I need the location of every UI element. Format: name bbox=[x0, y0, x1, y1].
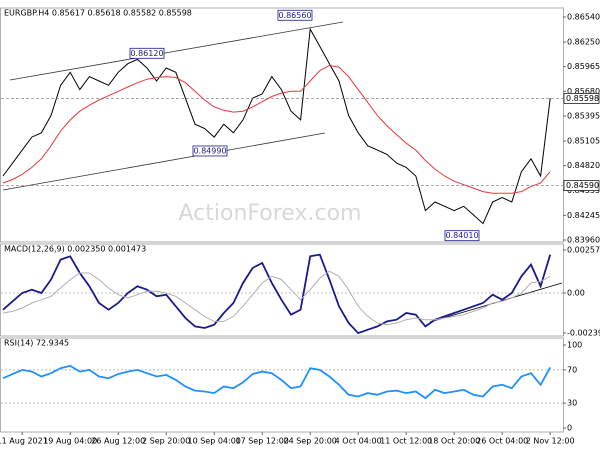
annotation-label: 0.86120 bbox=[130, 49, 163, 58]
y-tick-label: 0.85965 bbox=[567, 62, 600, 71]
y-tick-label: 0 bbox=[567, 424, 572, 433]
x-tick-label: 10 Sep 04:00 bbox=[187, 437, 240, 446]
y-tick-label: 0.86540 bbox=[567, 13, 600, 22]
x-tick-label: 4 Oct 04:00 bbox=[335, 437, 382, 446]
y-tick-label: 0.85680 bbox=[567, 87, 600, 96]
y-tick-label: 0.84820 bbox=[567, 161, 600, 170]
watermark: ActionForex.com bbox=[179, 201, 362, 226]
series-line bbox=[2, 253, 552, 335]
x-tick-label: 17 Sep 12:00 bbox=[235, 437, 288, 446]
x-tick-label: 2 Nov 12:00 bbox=[526, 437, 575, 446]
panel-frame bbox=[0, 7, 564, 243]
y-tick-label: 100 bbox=[567, 341, 582, 350]
y-tick-label: 0.85395 bbox=[567, 111, 600, 120]
price-label: 0.85598 bbox=[566, 94, 599, 103]
y-tick-label: 0.85105 bbox=[567, 137, 600, 146]
x-tick-label: 24 Sep 20:00 bbox=[283, 437, 336, 446]
y-tick-label: 0.84245 bbox=[567, 211, 600, 220]
x-tick-label: 26 Oct 04:00 bbox=[476, 437, 528, 446]
annotation-label: 0.84990 bbox=[193, 146, 226, 155]
channel-upper bbox=[9, 21, 344, 81]
annotation-box bbox=[277, 9, 313, 21]
annotation-box bbox=[129, 47, 165, 59]
y-tick-label: 0.00 bbox=[567, 288, 585, 297]
y-tick-label: -0.002397 bbox=[567, 329, 600, 338]
panel-title: RSI(14) 72.9345 bbox=[4, 339, 69, 348]
panel-frame bbox=[0, 337, 564, 433]
x-tick-label: 26 Aug 12:00 bbox=[91, 437, 145, 446]
series-line bbox=[2, 64, 551, 194]
panel-title: EURGBP.H4 0.85617 0.85618 0.85582 0.8559… bbox=[4, 9, 192, 18]
price-label-box bbox=[563, 93, 600, 104]
price-label: 0.84590 bbox=[566, 181, 599, 190]
price-label-box bbox=[563, 180, 600, 191]
channel-lower bbox=[2, 132, 326, 191]
annotation-box bbox=[444, 230, 480, 242]
y-tick-label: 30 bbox=[567, 399, 577, 408]
x-tick-label: 11 Aug 2021 bbox=[0, 437, 48, 446]
annotation-label: 0.86560 bbox=[278, 11, 311, 20]
panel-title: MACD(12,26,9) 0.002350 0.001473 bbox=[4, 245, 146, 254]
x-tick-label: 19 Aug 04:00 bbox=[43, 437, 97, 446]
y-tick-label: 0.002576 bbox=[567, 246, 600, 255]
x-tick-label: 11 Oct 12:00 bbox=[380, 437, 432, 446]
x-tick-label: 2 Sep 20:00 bbox=[142, 437, 190, 446]
series-line bbox=[2, 270, 551, 326]
annotation-label: 0.84010 bbox=[445, 231, 478, 240]
annotation-box bbox=[192, 145, 228, 157]
y-tick-label: 0.83960 bbox=[567, 236, 600, 245]
y-tick-label: 0.86250 bbox=[567, 38, 600, 47]
y-tick-label: 70 bbox=[567, 365, 577, 374]
series-line bbox=[2, 27, 551, 225]
series-line bbox=[2, 364, 551, 400]
panel-frame bbox=[0, 243, 564, 337]
x-tick-label: 18 Oct 20:00 bbox=[428, 437, 480, 446]
